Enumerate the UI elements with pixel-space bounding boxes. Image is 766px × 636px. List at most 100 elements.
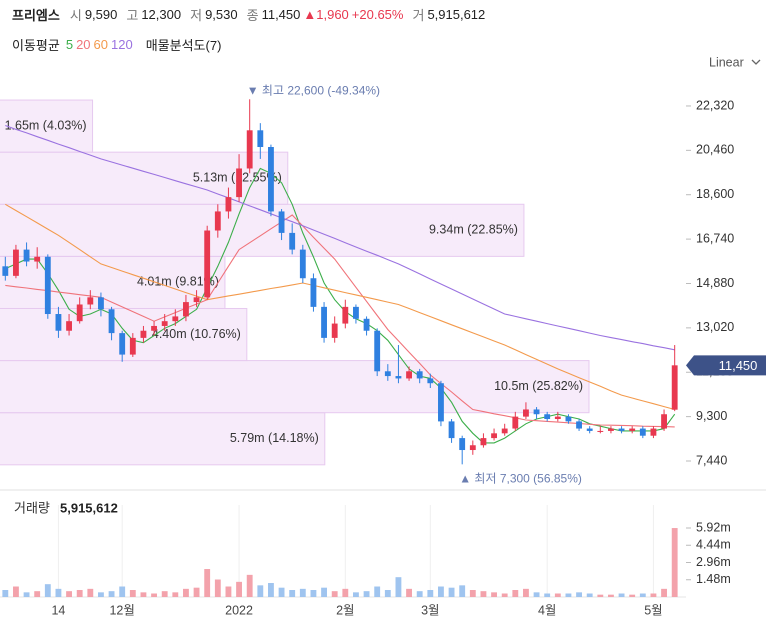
volume-bar (586, 593, 593, 597)
candle-body (161, 321, 168, 326)
close-label: 종 (246, 8, 259, 23)
y-tick-label: 16,740 (696, 231, 734, 245)
candle-body (629, 428, 636, 431)
candle-body (597, 430, 604, 432)
profile-label: 4.01m (9.81%) (137, 275, 219, 289)
profile-legend[interactable]: 매물분석도(7) (145, 38, 222, 53)
volume-bar (66, 591, 72, 597)
candle-body (172, 316, 179, 322)
volume-bar (342, 588, 349, 597)
y-tick-label: 18,600 (696, 187, 734, 201)
profile-bar (0, 412, 326, 466)
candle-body (321, 306, 327, 338)
volume-bar (172, 592, 179, 597)
candle-body (554, 416, 561, 420)
price-panel: 5.79m (14.18%) 10.5m (25.82%) 4.40m (10.76… (0, 99, 678, 466)
candle-body (608, 428, 614, 431)
x-tick-label: 3월 (421, 603, 439, 617)
volume-bar (576, 592, 582, 597)
candle-body (193, 297, 200, 303)
volume-bar (671, 528, 678, 597)
candle-body (353, 306, 359, 319)
y-tick-label: 20,460 (696, 143, 734, 157)
ma-legend[interactable]: 60 (93, 37, 109, 52)
x-tick-label: 14 (51, 603, 65, 617)
profile-bar (0, 99, 94, 153)
volume-bar (501, 593, 508, 597)
candle-body (2, 266, 9, 276)
volume-bar (469, 590, 476, 597)
volume-bar (140, 592, 147, 597)
volume-bar (23, 592, 30, 597)
volume-bar (44, 584, 51, 597)
volume-title: 거래량 (14, 500, 50, 515)
volume-bar (544, 593, 551, 597)
volume-bar (618, 593, 625, 597)
chevron[interactable] (751, 59, 761, 65)
volume-bar (427, 590, 434, 597)
x-tick-label: 2월 (336, 603, 354, 617)
candle-body (459, 438, 466, 451)
profile-label: 5.79m (14.18%) (230, 431, 319, 445)
profile-label: 10.5m (25.82%) (494, 379, 583, 393)
volume-bar (650, 593, 657, 597)
volume-bar (321, 587, 327, 597)
volume-bar (597, 594, 604, 597)
candle-body (523, 409, 529, 417)
ma-legend[interactable]: 5 (65, 37, 74, 52)
volume-bar (523, 588, 529, 597)
volume-bar (565, 593, 572, 597)
candle-body (236, 168, 242, 198)
ma-legend[interactable]: 20 (76, 37, 91, 52)
candle-body (119, 333, 126, 355)
volume-bar (214, 579, 221, 597)
candle-body (438, 383, 444, 422)
volume-bar (98, 592, 104, 597)
volume-bar (661, 588, 667, 597)
candle-body (586, 428, 593, 431)
candle-body (225, 197, 232, 212)
volume-bar (151, 593, 157, 597)
volume-tick-label: 2.96m (696, 555, 731, 569)
candle-body (501, 428, 508, 434)
volume-bar (608, 594, 614, 597)
ma-legend[interactable]: 120 (111, 37, 133, 52)
candle-body (650, 428, 657, 436)
candle-body (565, 416, 572, 422)
volume-tick-label: 5.92m (696, 520, 731, 534)
volume-bar (459, 585, 466, 597)
candle-body (671, 365, 678, 410)
y-tick-label: 14,880 (696, 276, 734, 290)
volume-value: 5,915,612 (60, 500, 118, 515)
candle-body (55, 314, 62, 331)
high: 12,300 (141, 7, 182, 22)
profile-label: 9.34m (22.85%) (429, 223, 518, 237)
ma-label[interactable]: 이동평균 (12, 38, 60, 53)
candle-body (44, 256, 51, 315)
scale-toggle[interactable]: Linear (709, 55, 761, 69)
profile-bar (0, 203, 525, 257)
volume-bar (512, 590, 519, 597)
profile-bar (0, 360, 590, 414)
volume-bar (289, 590, 296, 597)
last-price-label: 11,450 (719, 358, 758, 373)
scale-mode[interactable]: Linear (709, 55, 744, 69)
volume-bar (183, 588, 189, 597)
candle-body (406, 371, 412, 379)
ma-line (5, 167, 676, 444)
candle-body (384, 371, 391, 377)
volume-bar (13, 586, 19, 597)
candle-body (480, 438, 487, 446)
high-note: ▼ 최고 22,600 (-49.34%) (247, 83, 380, 97)
volume-bar (76, 590, 83, 597)
volume-bar (108, 591, 115, 597)
volume-bar (129, 590, 136, 597)
candle-body (66, 321, 72, 331)
candle-body (13, 249, 19, 276)
candle-body (257, 130, 264, 148)
candle-body (108, 309, 115, 334)
volume-bar (374, 586, 381, 597)
low-note: ▲ 최저 7,300 (56.85%) (459, 472, 582, 486)
volume-bar (161, 591, 168, 597)
